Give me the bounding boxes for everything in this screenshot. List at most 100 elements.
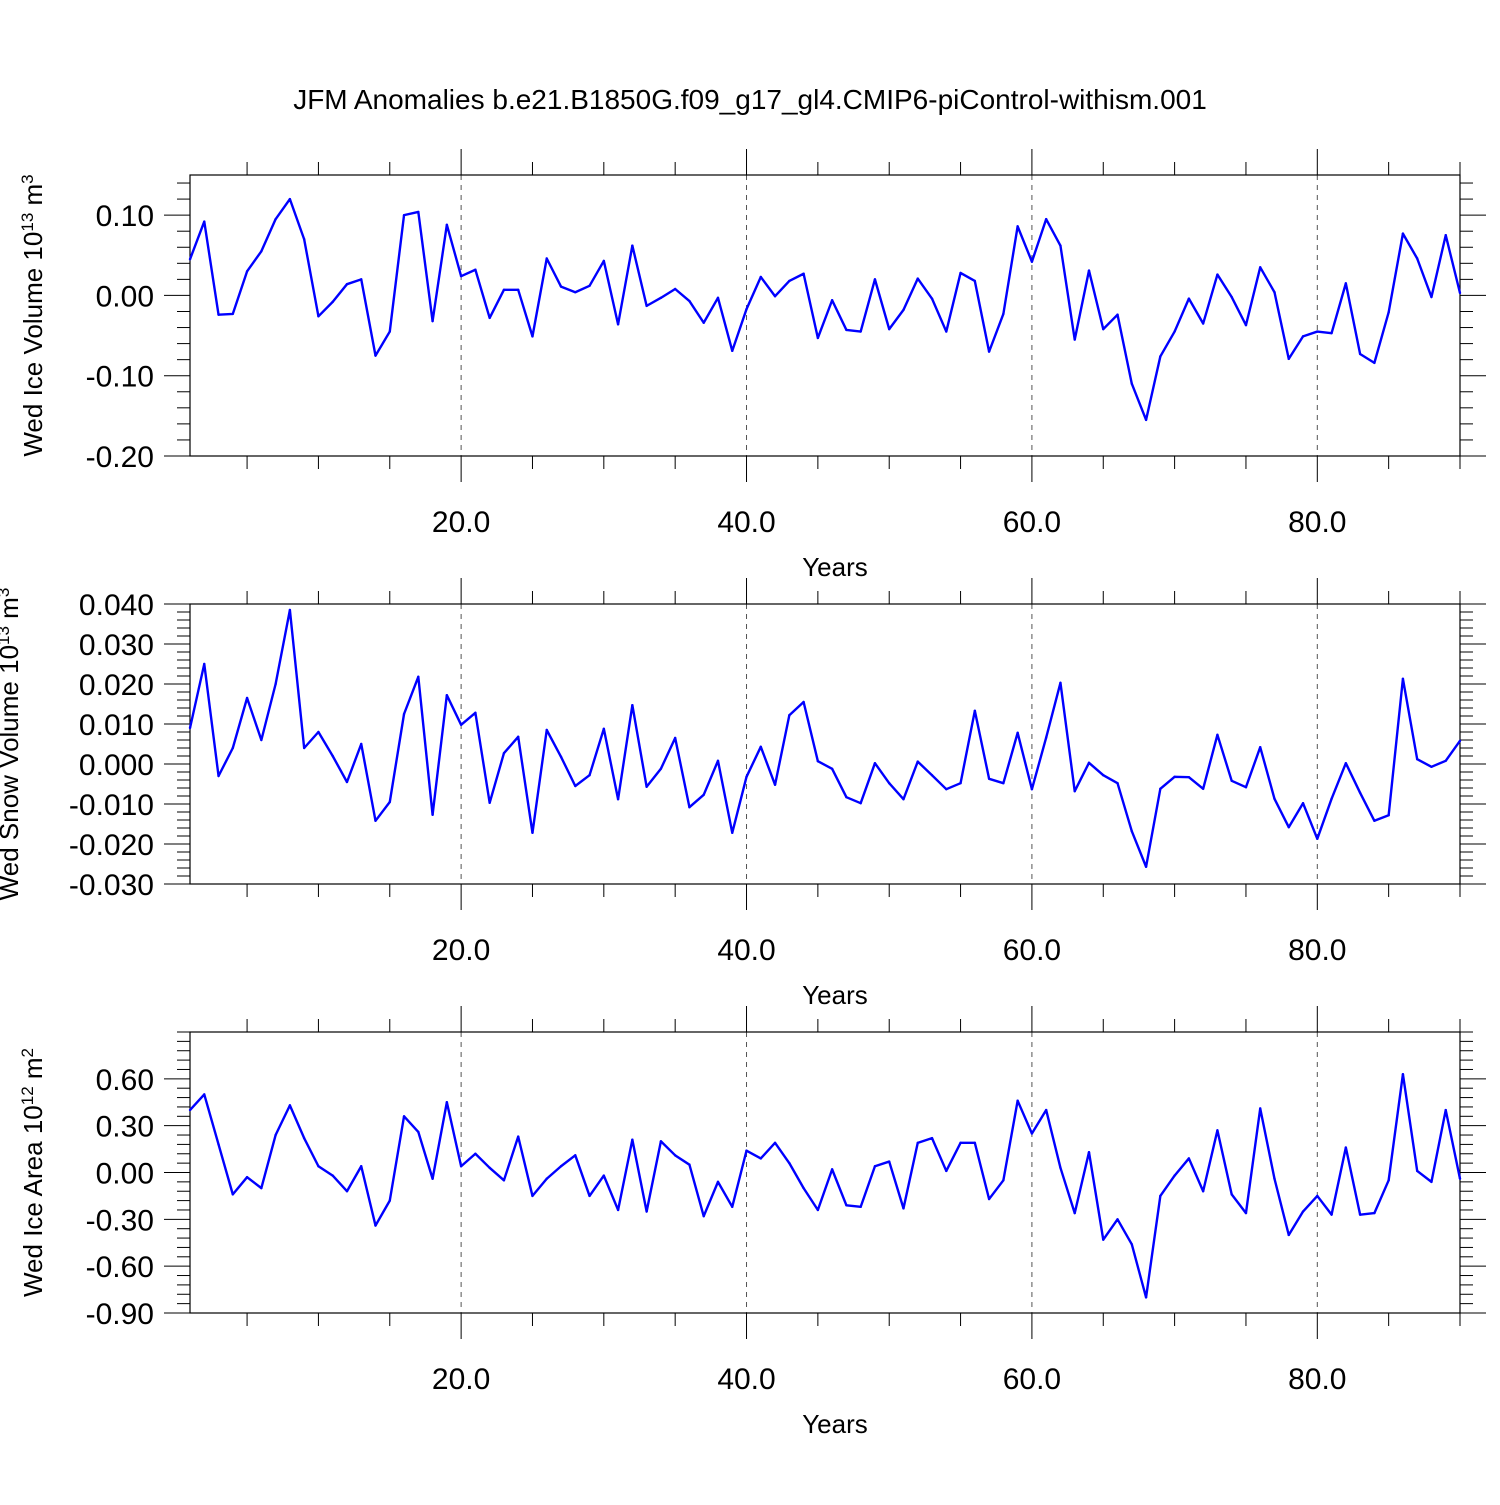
data-point [445, 223, 449, 226]
data-point [374, 354, 377, 357]
data-point [245, 1175, 249, 1179]
data-point [1401, 1072, 1405, 1076]
data-point [417, 1130, 420, 1134]
data-point [845, 328, 848, 332]
y-tick-label: 0.30 [96, 1111, 154, 1144]
data-point [773, 783, 777, 786]
data-point [445, 694, 449, 697]
data-point [845, 1204, 848, 1207]
data-point [616, 323, 620, 326]
data-point [973, 709, 977, 712]
data-point [1316, 1194, 1319, 1198]
data-point [245, 696, 249, 700]
data-point [1444, 234, 1447, 237]
data-point [1316, 837, 1319, 840]
data-point [873, 278, 877, 281]
data-point [1030, 1132, 1034, 1135]
data-point [317, 730, 320, 734]
data-point [1458, 739, 1462, 742]
data-point [731, 349, 734, 353]
data-point [1201, 787, 1205, 790]
data-point [488, 316, 491, 320]
data-point [588, 284, 591, 287]
data-point [1059, 681, 1062, 684]
data-point [1387, 1179, 1390, 1182]
data-point [502, 288, 506, 292]
data-point [588, 774, 591, 777]
data-point [203, 1093, 206, 1096]
x-tick-label: 60.0 [1003, 1363, 1061, 1396]
data-point [1030, 788, 1034, 791]
data-point [559, 1165, 563, 1168]
data-point [1301, 802, 1305, 805]
data-point [987, 350, 991, 353]
data-point [459, 274, 463, 278]
data-point [217, 774, 220, 778]
x-tick-label: 80.0 [1288, 934, 1346, 967]
data-point [203, 662, 206, 666]
series-line [188, 197, 1462, 422]
data-point [788, 1161, 791, 1165]
data-point [802, 1186, 805, 1190]
x-tick-label: 80.0 [1288, 506, 1346, 539]
data-point [1387, 311, 1390, 314]
data-point [930, 297, 934, 300]
data-point [1173, 775, 1176, 778]
data-point [388, 800, 391, 804]
data-point [1187, 776, 1191, 779]
data-point [1159, 355, 1162, 358]
data-point [973, 1141, 977, 1145]
data-point [916, 277, 919, 280]
data-point [1244, 1211, 1248, 1215]
data-point [645, 785, 648, 788]
data-point [331, 1174, 334, 1177]
data-point [545, 728, 548, 732]
data-point [702, 321, 705, 324]
data-point [1116, 782, 1119, 785]
data-point [788, 714, 791, 717]
data-point [574, 1154, 577, 1157]
y-tick-label: -0.10 [86, 361, 154, 394]
data-point [374, 819, 377, 822]
data-point [1301, 1210, 1305, 1213]
data-point [217, 313, 220, 316]
data-point [402, 712, 406, 716]
data-point [973, 279, 977, 283]
data-point [859, 802, 862, 805]
data-point [1230, 779, 1233, 782]
y-axis-title-part: m [18, 184, 48, 213]
data-point [231, 312, 235, 316]
data-point [659, 296, 663, 300]
data-point [345, 780, 349, 784]
data-point [1358, 791, 1362, 794]
data-point [317, 315, 320, 318]
data-point [1330, 797, 1333, 800]
data-point [260, 1186, 263, 1190]
data-point [716, 1180, 720, 1184]
data-point [1102, 774, 1105, 777]
data-point [1344, 762, 1348, 765]
data-point [1287, 357, 1290, 361]
data-point [788, 279, 791, 283]
data-point [645, 304, 648, 308]
data-point [1444, 1108, 1447, 1112]
data-point [288, 197, 292, 201]
data-point [1430, 1180, 1433, 1184]
y-tick-label: -0.030 [69, 869, 154, 902]
data-point [731, 1205, 734, 1209]
data-point [1415, 257, 1419, 260]
data-point [945, 1169, 948, 1173]
plot-frame [189, 174, 1461, 457]
data-point [830, 299, 834, 302]
data-point [559, 285, 563, 288]
data-point [1144, 418, 1148, 422]
y-tick-label: 0.030 [79, 629, 154, 662]
data-point [531, 831, 534, 834]
y-tick-label: 0.020 [79, 669, 154, 702]
data-point [959, 782, 962, 785]
data-point [260, 250, 263, 253]
data-point [474, 268, 477, 271]
data-point [459, 1165, 463, 1168]
data-point [631, 244, 634, 247]
